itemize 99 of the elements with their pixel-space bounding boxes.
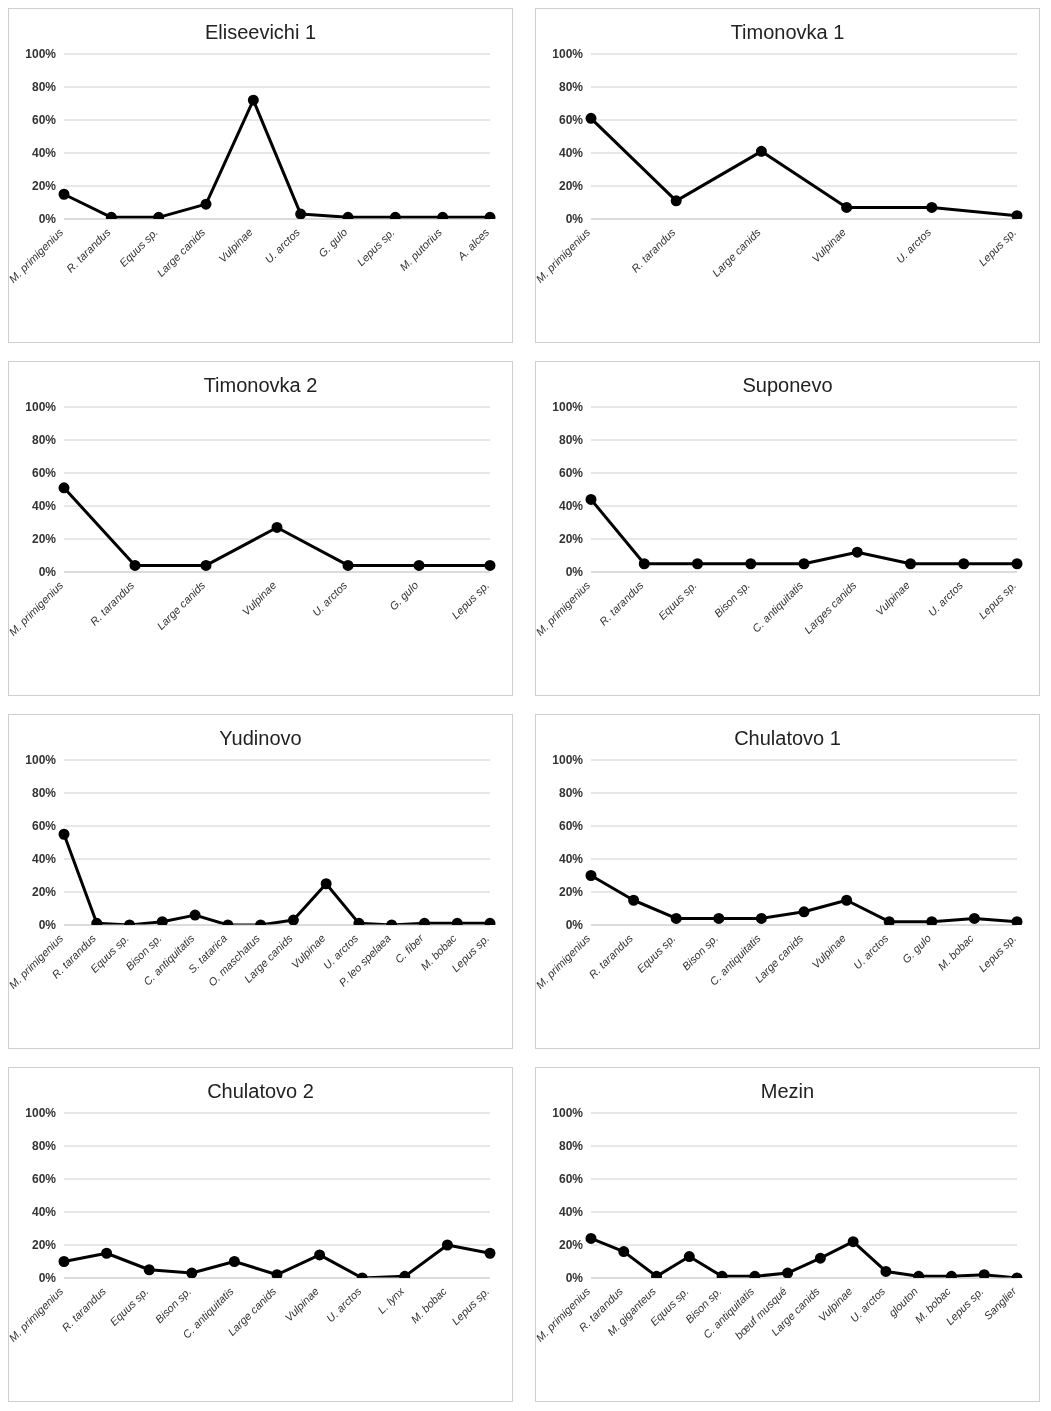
point [484, 559, 496, 571]
point [247, 94, 259, 106]
point [638, 558, 650, 570]
point [129, 559, 141, 571]
point [342, 559, 354, 571]
point [295, 208, 307, 219]
point [200, 559, 212, 571]
y-tick-label: 20% [558, 179, 584, 194]
chart-title: Timonovka 2 [202, 374, 319, 397]
point [670, 912, 682, 924]
point [841, 201, 853, 213]
y-tick-label: 60% [31, 1172, 57, 1187]
y-tick-label: 100% [552, 753, 584, 768]
point [58, 828, 70, 840]
point [755, 145, 767, 157]
y-tick-label: 20% [558, 532, 584, 547]
y-tick-label: 0% [565, 918, 584, 933]
y-tick-label: 40% [558, 146, 584, 161]
y-tick-label: 40% [31, 146, 57, 161]
point [1011, 916, 1023, 925]
point [585, 493, 597, 505]
y-tick-label: 40% [31, 499, 57, 514]
point [585, 870, 597, 881]
y-tick-label: 0% [565, 212, 584, 227]
y-tick-label: 60% [558, 819, 584, 834]
point [287, 914, 299, 925]
y-tick-label: 100% [25, 400, 57, 415]
point [745, 558, 757, 570]
y-tick-label: 0% [38, 565, 57, 580]
y-tick-label: 60% [558, 113, 584, 128]
point [798, 906, 810, 918]
point [58, 482, 70, 494]
point [926, 916, 938, 925]
chart-title: Timonovka 1 [729, 21, 846, 44]
chart-title: Eliseevichi 1 [203, 21, 318, 44]
chart-title: Chulatovo 1 [733, 727, 842, 750]
y-tick-label: 80% [31, 80, 57, 95]
point [905, 558, 916, 570]
y-tick-label: 0% [565, 565, 584, 580]
chart-title: Yudinovo [218, 727, 303, 750]
y-tick-label: 40% [558, 852, 584, 867]
y-tick-label: 20% [31, 532, 57, 547]
x-tick-label: L. lynx [375, 1284, 407, 1316]
y-tick-label: 80% [558, 80, 584, 95]
point [958, 558, 970, 570]
point [692, 558, 703, 570]
y-tick-label: 40% [31, 852, 57, 867]
point [200, 198, 212, 210]
y-tick-label: 60% [558, 466, 584, 481]
chart-title: Suponevo [741, 374, 834, 397]
y-tick-label: 80% [558, 433, 584, 448]
point [585, 112, 597, 124]
point [189, 909, 201, 921]
point [670, 195, 682, 207]
point [926, 201, 938, 213]
y-tick-label: 20% [31, 885, 57, 900]
point [628, 894, 640, 906]
point [841, 894, 853, 906]
y-tick-label: 80% [31, 433, 57, 448]
y-tick-label: 80% [31, 786, 57, 801]
y-tick-label: 20% [558, 885, 584, 900]
point [713, 912, 725, 924]
y-tick-label: 100% [25, 47, 57, 62]
y-tick-label: 60% [31, 466, 57, 481]
point [271, 521, 283, 533]
point [798, 558, 810, 570]
y-tick-label: 0% [38, 1271, 57, 1286]
y-tick-label: 20% [31, 179, 57, 194]
y-tick-label: 0% [38, 212, 57, 227]
point [58, 188, 70, 200]
y-tick-label: 0% [565, 1271, 584, 1286]
point [1011, 210, 1023, 219]
y-tick-label: 100% [552, 1106, 584, 1121]
y-tick-label: 60% [31, 113, 57, 128]
y-tick-label: 80% [31, 1139, 57, 1154]
y-tick-label: 100% [25, 753, 57, 768]
y-tick-label: 100% [25, 1106, 57, 1121]
y-tick-label: 0% [38, 918, 57, 933]
point [968, 912, 980, 924]
point [413, 559, 425, 571]
point [1011, 558, 1023, 570]
chart-title: Chulatovo 2 [206, 1080, 315, 1103]
point [156, 916, 168, 925]
point [320, 878, 332, 890]
y-tick-label: 100% [552, 47, 584, 62]
point [851, 546, 863, 558]
y-tick-label: 20% [31, 1238, 57, 1253]
y-tick-label: 40% [31, 1205, 57, 1220]
point [755, 912, 767, 924]
y-tick-label: 40% [558, 1205, 584, 1220]
point [883, 916, 895, 925]
y-tick-label: 40% [558, 499, 584, 514]
y-tick-label: 20% [558, 1238, 584, 1253]
y-tick-label: 80% [558, 786, 584, 801]
y-tick-label: 60% [31, 819, 57, 834]
y-tick-label: 80% [558, 1139, 584, 1154]
y-tick-label: 60% [558, 1172, 584, 1187]
chart-title: Mezin [759, 1080, 816, 1103]
y-tick-label: 100% [552, 400, 584, 415]
